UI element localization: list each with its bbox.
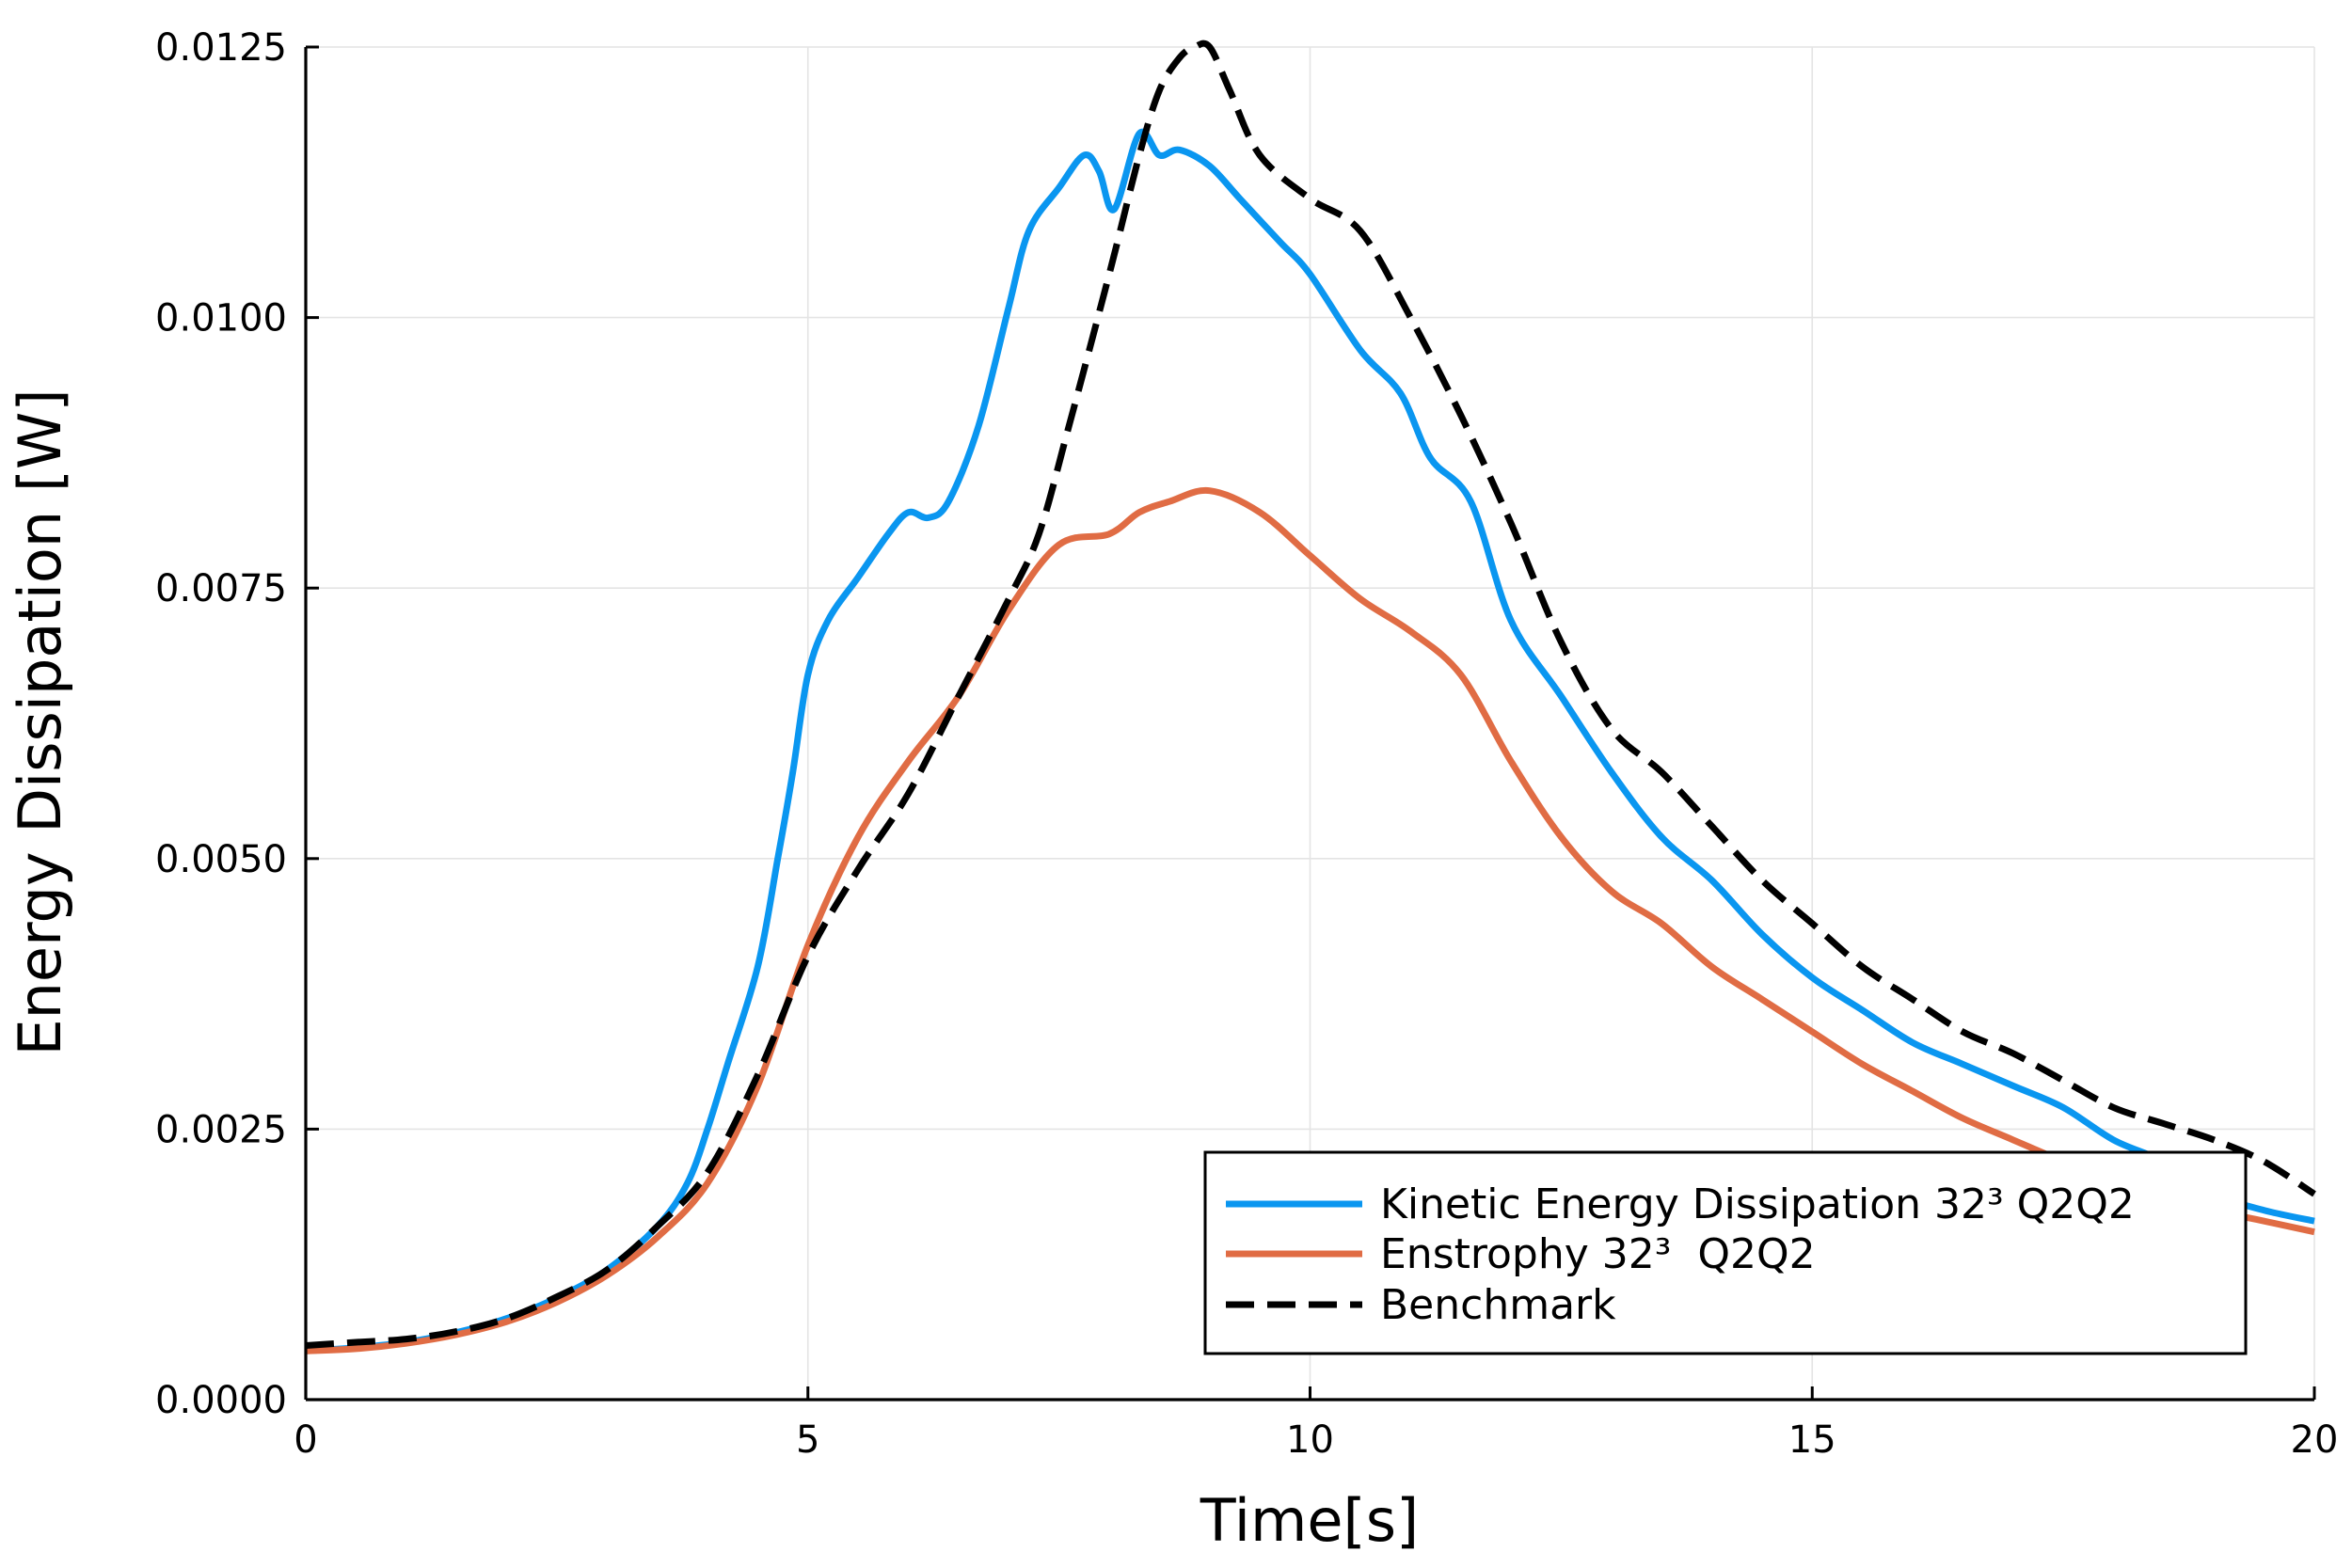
y-tick-labels: 0.0000 0.0025 0.0050 0.0075 0.0100 0.0125 (155, 26, 287, 1422)
legend-label-kinetic: Kinetic Energy Dissipation 32³ Q2Q2 (1380, 1180, 2135, 1228)
legend: Kinetic Energy Dissipation 32³ Q2Q2 Enst… (1203, 1150, 2248, 1355)
series-lines (305, 40, 2316, 1354)
legend-label-benchmark: Benchmark (1380, 1281, 1616, 1329)
tick-marks (304, 45, 2316, 1402)
series-line-benchmark (305, 40, 2316, 1349)
gridlines (306, 46, 2315, 1400)
y-tick-label: 0.0075 (155, 567, 287, 610)
series-line-kinetic-energy-dissipation (305, 128, 2315, 1354)
y-tick-label: 0.0025 (155, 1108, 287, 1151)
y-tick-label: 0.0050 (155, 838, 287, 881)
legend-box (1203, 1150, 2248, 1355)
legend-label-enstrophy: Enstrophy 32³ Q2Q2 (1380, 1230, 1816, 1278)
x-axis-title: Time[s] (1200, 1486, 1419, 1555)
y-axis-title: Energy Dissipation [W] (6, 388, 74, 1055)
x-tick-label: 20 (2291, 1418, 2339, 1462)
y-tick-label: 0.0100 (155, 297, 287, 341)
y-tick-label: 0.0125 (155, 26, 287, 70)
x-tick-label: 15 (1788, 1418, 1836, 1462)
x-tick-label: 10 (1286, 1418, 1334, 1462)
y-tick-label: 0.0000 (155, 1379, 287, 1422)
x-tick-label: 5 (796, 1418, 819, 1462)
x-tick-label: 0 (294, 1418, 317, 1462)
series-line-enstrophy (305, 486, 2315, 1354)
x-tick-labels: 0 5 10 15 20 (294, 1418, 2338, 1462)
